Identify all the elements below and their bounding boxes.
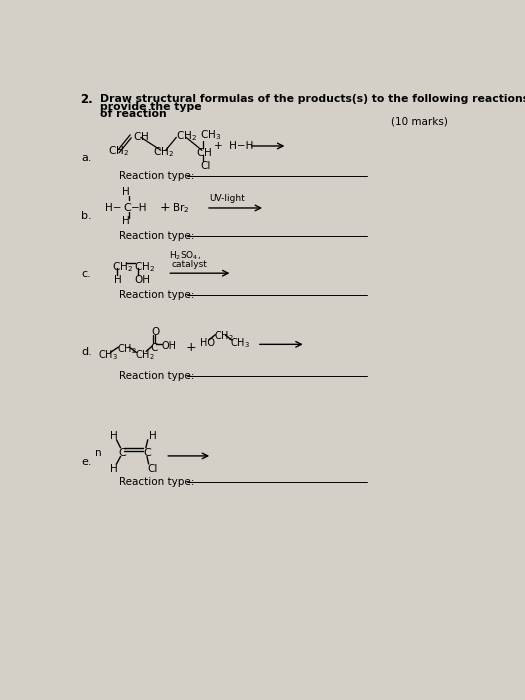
Text: OH: OH	[135, 274, 151, 285]
Text: n: n	[95, 448, 101, 458]
Text: +: +	[186, 340, 196, 354]
Text: Reaction type:: Reaction type:	[119, 231, 194, 241]
Text: H: H	[122, 216, 130, 226]
Text: Reaction type:: Reaction type:	[119, 171, 194, 181]
Text: Cl: Cl	[201, 162, 211, 172]
Text: H: H	[110, 431, 118, 441]
Text: $\mathregular{CH}$: $\mathregular{CH}$	[196, 146, 212, 158]
Text: C: C	[144, 448, 152, 458]
Text: $\mathregular{CH_3}$: $\mathregular{CH_3}$	[230, 336, 250, 349]
Text: provide the type: provide the type	[100, 102, 202, 111]
Text: +  H−H: + H−H	[214, 141, 254, 151]
Text: c.: c.	[81, 269, 91, 279]
Text: (10 marks): (10 marks)	[391, 117, 448, 127]
Text: H: H	[110, 464, 118, 475]
Text: $\mathregular{H_2SO_4,}$: $\mathregular{H_2SO_4,}$	[170, 249, 202, 262]
Text: +: +	[159, 202, 170, 214]
Text: a.: a.	[81, 153, 91, 163]
Text: −H: −H	[131, 203, 147, 213]
Text: of reaction: of reaction	[100, 109, 167, 119]
Text: H: H	[149, 431, 156, 441]
Text: Draw structural formulas of the products(s) to the following reactions and: Draw structural formulas of the products…	[100, 94, 525, 104]
Text: $\mathregular{CH}$: $\mathregular{CH}$	[133, 130, 149, 141]
Text: C: C	[124, 203, 132, 213]
Text: $\mathregular{CH_3}$: $\mathregular{CH_3}$	[98, 348, 118, 362]
Text: H: H	[122, 187, 130, 197]
Text: HO: HO	[200, 337, 215, 348]
Text: $\mathregular{CH_2}$: $\mathregular{CH_2}$	[135, 348, 154, 362]
Text: d.: d.	[81, 347, 92, 358]
Text: OH: OH	[161, 341, 176, 351]
Text: $\mathregular{CH_2}$: $\mathregular{CH_2}$	[176, 129, 197, 143]
Text: H: H	[114, 274, 122, 285]
Text: $\mathregular{CH_2}$: $\mathregular{CH_2}$	[153, 145, 174, 159]
Text: $\mathregular{CH_3}$: $\mathregular{CH_3}$	[200, 128, 221, 142]
Text: Reaction type:: Reaction type:	[119, 477, 194, 486]
Text: Cl: Cl	[148, 464, 158, 475]
Text: $\mathregular{CH_2}$: $\mathregular{CH_2}$	[108, 144, 129, 158]
Text: catalyst: catalyst	[172, 260, 207, 269]
Text: e.: e.	[81, 457, 91, 468]
Text: $\mathregular{CH_2}$: $\mathregular{CH_2}$	[133, 260, 154, 274]
Text: $\mathregular{CH_2}$: $\mathregular{CH_2}$	[117, 342, 136, 356]
Text: H−: H−	[105, 203, 122, 213]
Text: UV-light: UV-light	[209, 194, 245, 203]
Text: O: O	[151, 327, 159, 337]
Text: b.: b.	[81, 211, 92, 221]
Text: Reaction type:: Reaction type:	[119, 371, 194, 381]
Text: C: C	[119, 448, 127, 458]
Text: $\mathregular{Br_2}$: $\mathregular{Br_2}$	[172, 201, 190, 215]
Text: $\mathregular{C}$: $\mathregular{C}$	[150, 341, 159, 353]
Text: $\mathregular{CH_2}$: $\mathregular{CH_2}$	[112, 260, 133, 274]
Text: $\mathregular{CH_2}$: $\mathregular{CH_2}$	[214, 330, 234, 343]
Text: Reaction type:: Reaction type:	[119, 290, 194, 300]
Text: 2.: 2.	[80, 92, 92, 106]
